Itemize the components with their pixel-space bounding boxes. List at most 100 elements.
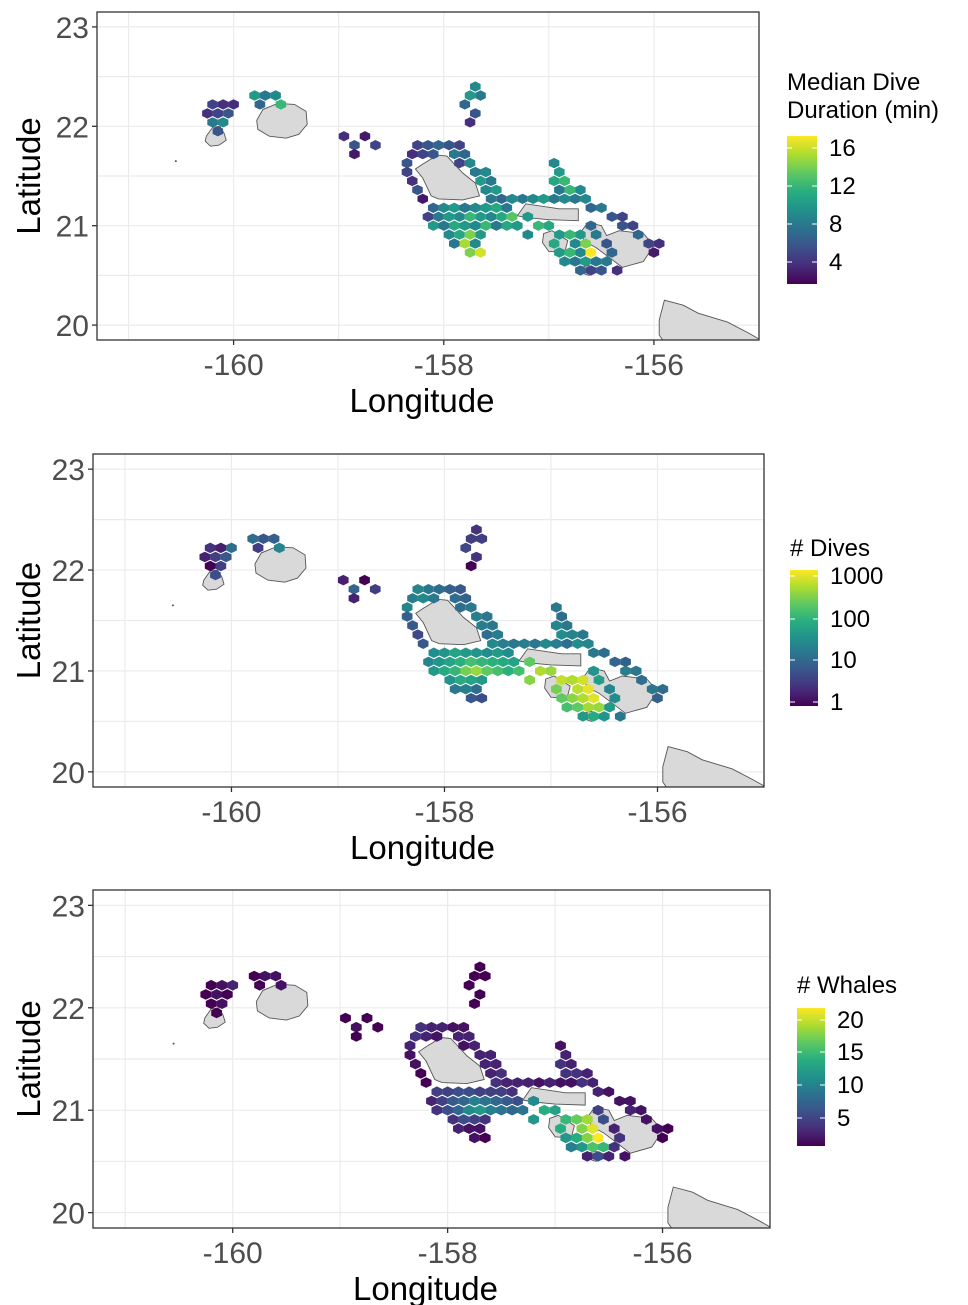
map-panel-dive-count: 23 22 21 20 -160 -158 -156 Longitude Lat… xyxy=(10,453,883,866)
hex-bin xyxy=(592,1151,604,1162)
hex-bin xyxy=(560,1114,572,1125)
hex-bin xyxy=(575,265,586,276)
hex-bin xyxy=(588,647,599,658)
hex-bin xyxy=(422,211,434,222)
hex-bin xyxy=(247,533,259,544)
island-shape xyxy=(667,1186,770,1228)
hex-bin xyxy=(522,1077,534,1088)
hex-bin xyxy=(503,647,514,658)
hex-bin xyxy=(270,970,282,982)
hex-bin xyxy=(560,1068,572,1079)
hex-bin xyxy=(259,90,271,101)
hex-bin xyxy=(470,202,481,213)
hex-bin xyxy=(426,1095,437,1107)
hex-bin xyxy=(200,989,212,1000)
hex-bin xyxy=(490,1058,502,1070)
x-tick-label: -160 xyxy=(201,796,261,829)
hex-bin xyxy=(517,193,528,204)
hex-bin xyxy=(524,674,535,686)
hex-bin xyxy=(455,584,466,595)
hex-bin xyxy=(587,1141,599,1153)
hex-bin xyxy=(447,1095,459,1107)
hex-bin xyxy=(447,1114,459,1125)
legend-tick-label: 4 xyxy=(829,249,842,276)
hex-bin xyxy=(548,157,560,169)
hex-bin xyxy=(465,533,477,544)
hex-bin xyxy=(491,220,502,231)
y-tick-labels: 23 22 21 20 xyxy=(52,890,85,1230)
hex-bin xyxy=(490,1077,502,1088)
hex-bin xyxy=(464,90,476,101)
hex-bin xyxy=(496,1104,507,1116)
hex-bin xyxy=(447,1021,459,1033)
hex-bin xyxy=(587,1077,599,1088)
hex-bin xyxy=(587,1123,599,1134)
hex-bin xyxy=(348,584,360,595)
hex-bin xyxy=(575,247,586,258)
y-tick-label: 20 xyxy=(52,757,85,790)
hex-bin xyxy=(487,656,498,668)
panel-border xyxy=(92,889,771,1229)
hex-bin xyxy=(544,1077,556,1088)
hex-bin xyxy=(582,683,594,695)
hex-bin xyxy=(481,611,493,622)
hex-bin xyxy=(471,683,482,695)
hex-bin xyxy=(538,1104,550,1116)
hex-bin xyxy=(470,81,481,92)
hex-bin xyxy=(485,211,497,222)
hex-bin xyxy=(609,693,621,704)
hex-bin xyxy=(480,166,492,178)
hex-bin xyxy=(458,1095,470,1107)
hex-bin xyxy=(444,656,456,668)
legend-tick-label: 12 xyxy=(829,173,856,200)
hex-bin xyxy=(556,693,567,704)
hex-bin xyxy=(479,1095,491,1107)
legend-tick-label: 100 xyxy=(830,606,870,633)
hex-bin xyxy=(443,229,455,240)
islet xyxy=(171,604,174,607)
hex-bins xyxy=(199,524,669,722)
hex-bin xyxy=(469,1114,480,1125)
hex-bin xyxy=(480,202,492,213)
legend-tick-label: 10 xyxy=(837,1072,864,1099)
hex-bin xyxy=(497,638,509,649)
hex-bin xyxy=(469,1132,480,1144)
hex-bin xyxy=(548,175,560,187)
hex-bin xyxy=(603,1086,615,1098)
hex-bin xyxy=(632,229,644,240)
hex-bin xyxy=(470,166,481,178)
hex-bin xyxy=(442,1104,453,1116)
hex-bin xyxy=(217,99,229,110)
hex-bin xyxy=(662,1123,674,1134)
x-tick-label: -158 xyxy=(418,1237,478,1270)
hex-bin xyxy=(476,533,488,544)
hex-bin xyxy=(506,1104,518,1116)
hex-bin xyxy=(428,220,439,231)
hex-bin xyxy=(474,1086,486,1098)
hex-bin xyxy=(337,574,349,586)
hex-bin xyxy=(576,1077,588,1088)
x-tick-label: -160 xyxy=(204,349,264,382)
hex-bin xyxy=(465,693,477,704)
hex-bin xyxy=(585,265,597,276)
x-tick-labels: -160 -158 -156 xyxy=(201,796,687,829)
hex-bin xyxy=(412,184,423,196)
hex-bin xyxy=(407,149,418,160)
hex-bin xyxy=(561,702,573,713)
hex-bin xyxy=(565,1058,577,1070)
hex-bin xyxy=(228,99,239,110)
hex-bin xyxy=(548,193,560,204)
hex-bin xyxy=(270,90,281,101)
hex-bin xyxy=(417,638,429,649)
hex-bin xyxy=(630,665,642,677)
hex-bin xyxy=(564,229,576,240)
y-axis-title: Latitude xyxy=(10,562,47,679)
hex-bin xyxy=(420,1031,432,1042)
legend-tick-label: 1000 xyxy=(830,563,883,590)
hex-bin xyxy=(475,229,486,240)
hex-bin xyxy=(508,638,520,649)
legend-tick-label: 16 xyxy=(829,135,856,162)
hex-bin xyxy=(624,1095,636,1107)
x-axis-title: Longitude xyxy=(353,1270,498,1305)
hex-bin xyxy=(614,1095,625,1107)
